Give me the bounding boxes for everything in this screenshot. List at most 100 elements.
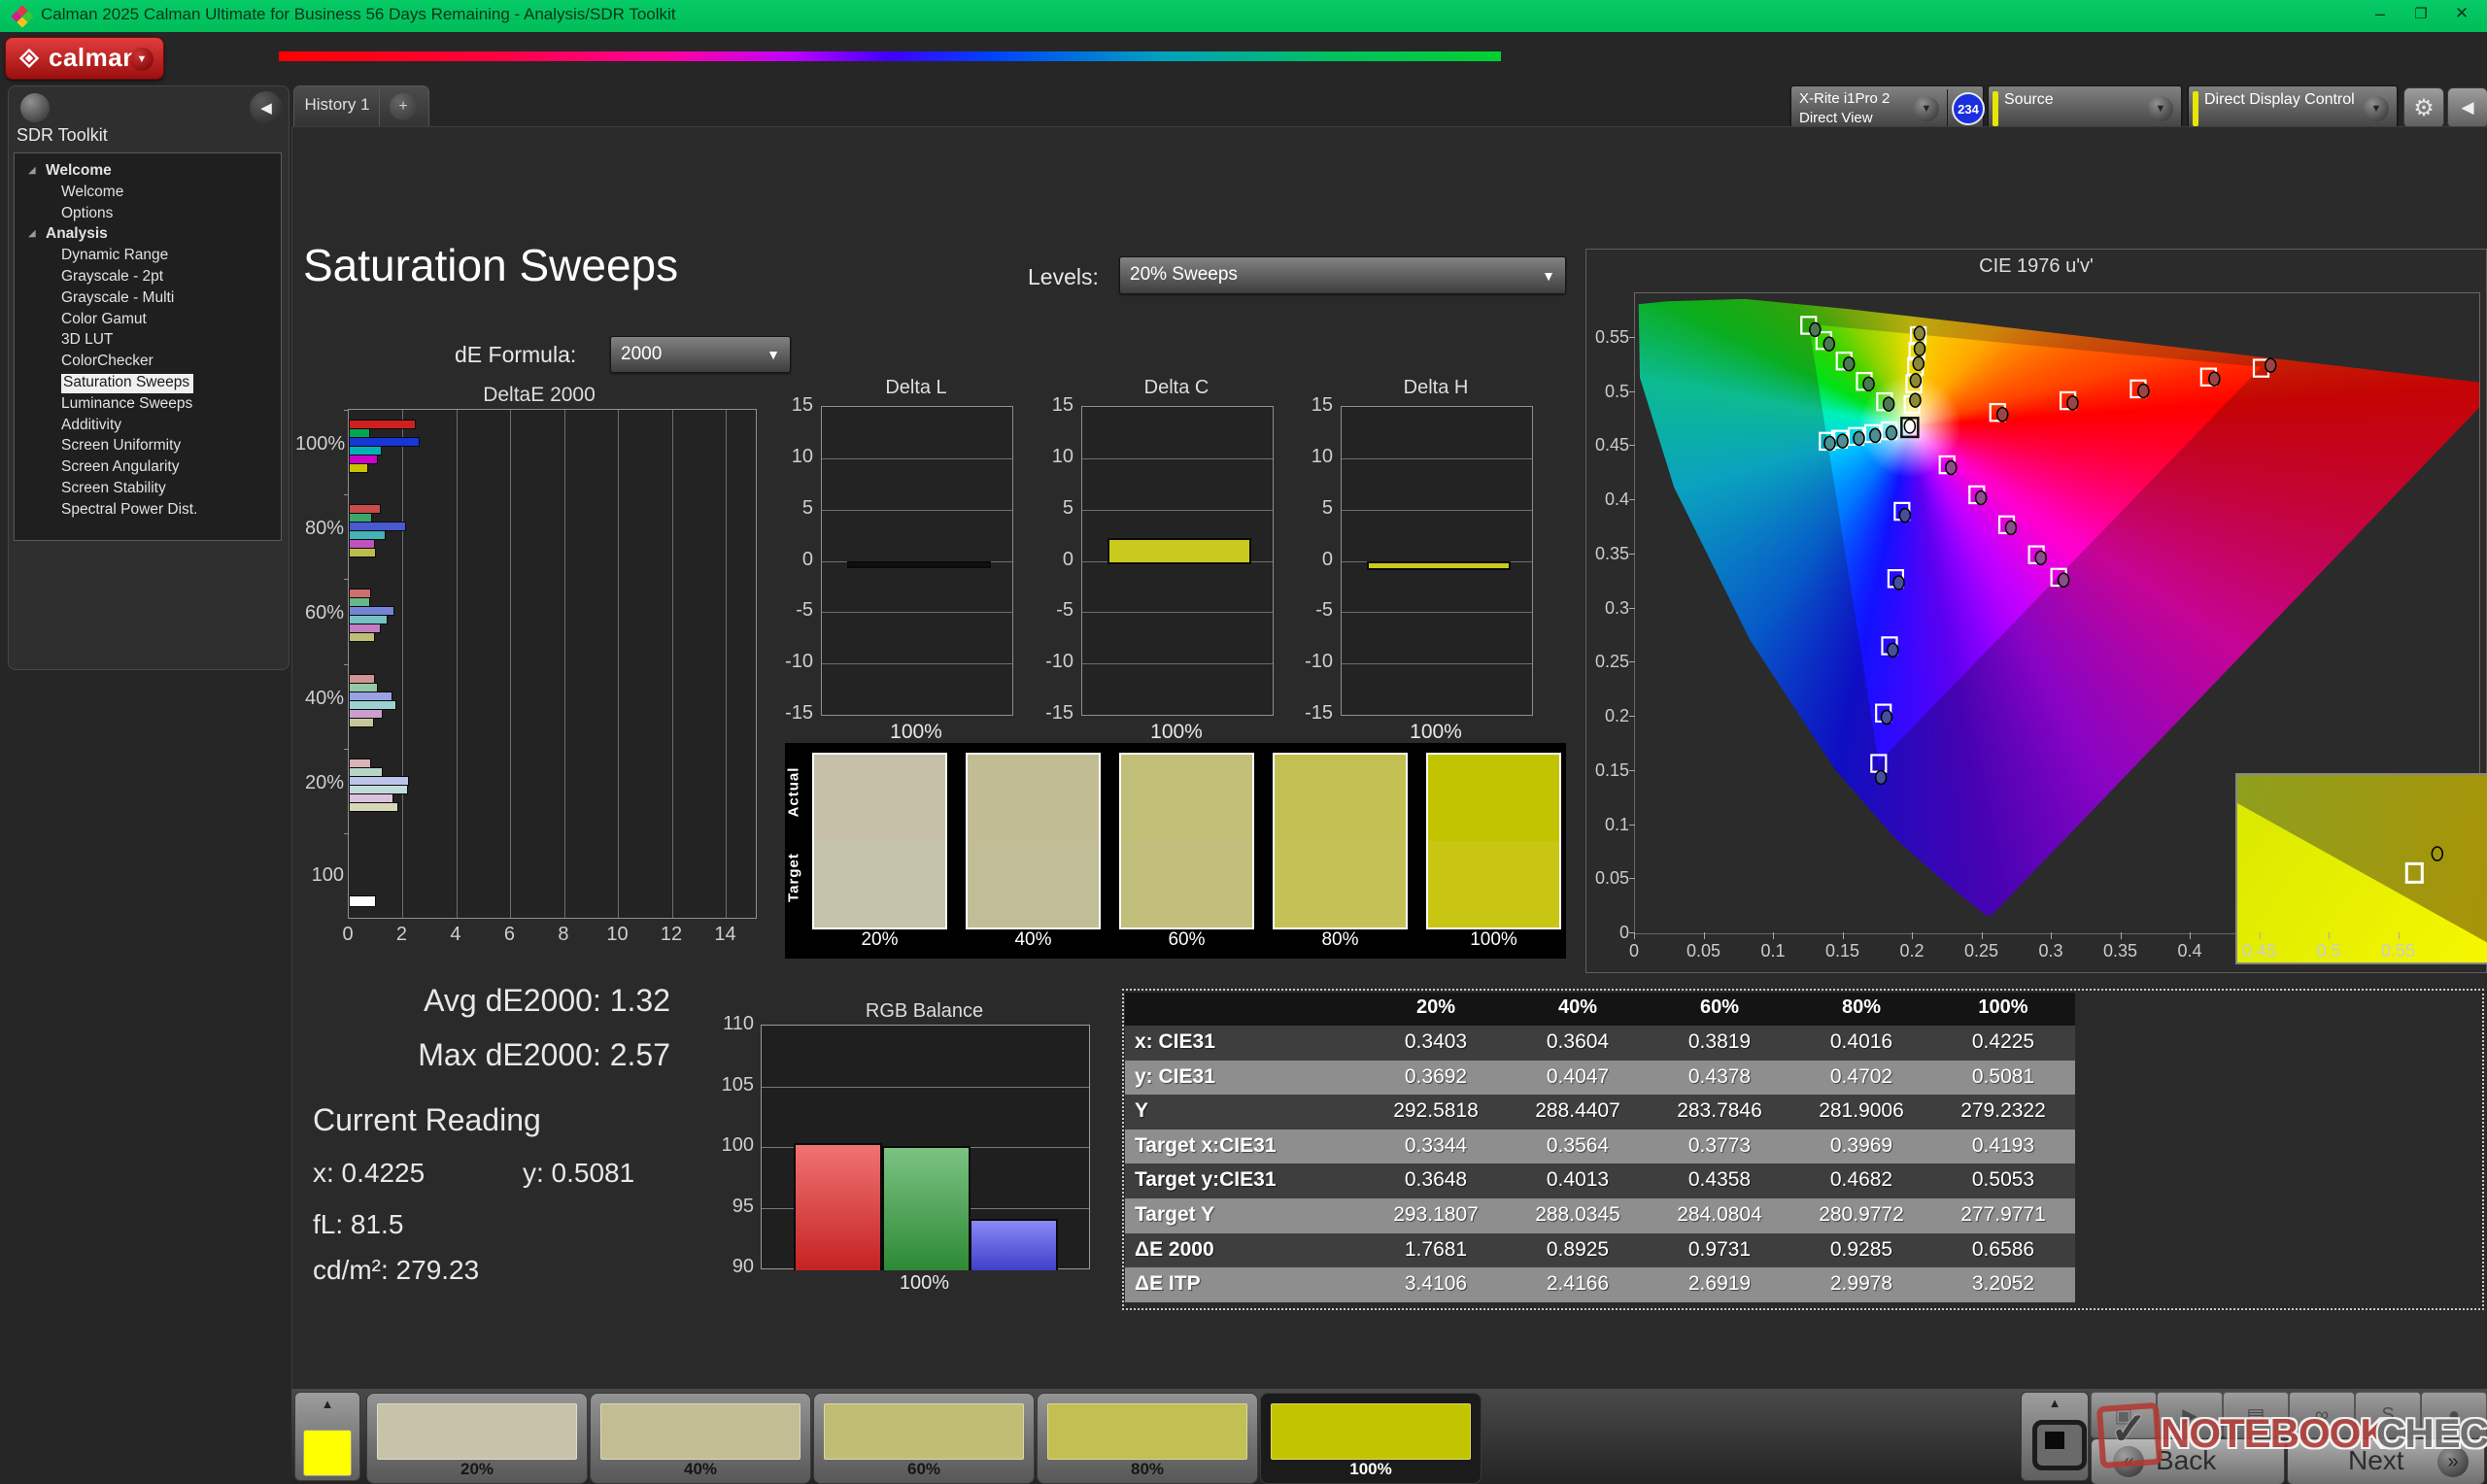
current-y: y: 0.5081 [523,1158,635,1188]
table-cell: 0.4225 [1971,1030,2035,1053]
de-formula-label: dE Formula: [455,342,577,367]
tree-item-label: Screen Uniformity [61,437,182,455]
sidebar-item-color-gamut[interactable]: Color Gamut [15,310,281,331]
sidebar-item-screen-stability[interactable]: Screen Stability [15,479,281,500]
sidebar-item-saturation-sweeps[interactable]: Saturation Sweeps [15,373,281,394]
x-tick-label: 12 [660,924,683,945]
y-tick-label: 15 [1051,394,1073,416]
cie-x-tick [2259,932,2261,939]
next-button[interactable]: Next » [2287,1438,2485,1484]
tab-history-1[interactable]: History 1 [293,85,381,127]
sidebar-item-colorchecker[interactable]: ColorChecker [15,352,281,373]
sidebar-item-welcome[interactable]: ◢ Welcome [15,161,281,183]
deltae-plot [344,409,757,919]
y-tick-label: 5 [1062,496,1073,519]
de-formula-dropdown[interactable]: 2000 ▼ [610,336,791,373]
add-tab-button[interactable]: + [379,85,429,127]
tree-item-label: Screen Angularity [61,458,180,476]
cie-y-tick [1629,932,1635,933]
sidebar-item-luminance-sweeps[interactable]: Luminance Sweeps [15,394,281,416]
sidebar-status-led [20,93,50,122]
watermark-check: CHECK [2376,1410,2487,1456]
data-table-region[interactable] [1122,989,2484,1310]
sidebar-item-additivity[interactable]: Additivity [15,416,281,437]
meter-tool-button-6[interactable]: ● [2421,1392,2487,1438]
current-reading-title: Current Reading [313,1102,541,1137]
y-tick-label: -5 [1315,599,1333,622]
sidebar-item-screen-uniformity[interactable]: Screen Uniformity [15,436,281,457]
rgb-bar-blue [970,1218,1058,1270]
calman-menu-button[interactable]: calman ▼ [5,37,164,80]
delta-bar [1367,560,1511,570]
sidebar-item-dynamic-range[interactable]: Dynamic Range [15,246,281,267]
patch-button-40%[interactable]: 40% [590,1393,811,1484]
gridline [822,612,1012,614]
tree-item-label: Saturation Sweeps [61,374,194,393]
cie-x-tick-label: 0.4 [2177,941,2202,961]
gridline [726,410,728,918]
patch-swatch [1271,1403,1471,1460]
maximize-button[interactable]: ❐ [2414,6,2428,22]
sidebar-item-3d-lut[interactable]: 3D LUT [15,330,281,352]
settings-button[interactable]: ⚙ [2403,87,2444,128]
table-row: Target y:CIE31 0.3648 0.4013 0.4358 0.4682 0.… [1125,1164,2075,1198]
cie-y-tick-label: 0.35 [1594,543,1629,563]
swatch-20% [812,753,947,929]
table-row: Target Y 293.1807 288.0345 284.0804 280.9772… [1125,1198,2075,1233]
cie-x-tick-label: 0.25 [1963,941,1999,961]
meter-tool-button-1[interactable]: ▣ [2091,1392,2157,1438]
meter-tool-button-3[interactable]: ▤ [2223,1392,2289,1438]
patch-button-60%[interactable]: 60% [813,1393,1035,1484]
y-tick-label: 5 [1321,496,1333,519]
pattern-stop-button[interactable]: ▲ [2021,1392,2089,1481]
table-col-header: 60% [1699,996,1740,1018]
cie-title: CIE 1976 u'v' [1979,255,2094,277]
tree-expand-icon[interactable]: ◢ [28,228,36,240]
meter-divider [1947,89,1948,128]
gridline [1342,457,1532,459]
x-tick-label: 14 [714,924,736,945]
meter-dropdown[interactable]: X-Rite i1Pro 2 Direct View ▼ 234 [1790,85,1985,132]
sidebar-item-spectral-power-dist-[interactable]: Spectral Power Dist. [15,500,281,522]
sidebar-item-options[interactable]: Options [15,204,281,225]
cie-x-tick-label: 0.55 [2380,941,2416,961]
meter-tool-button-4[interactable]: ∞ [2289,1392,2355,1438]
source-dropdown[interactable]: Source ▼ [1988,85,2182,132]
back-button[interactable]: « Back [2091,1438,2285,1484]
tree-expand-icon[interactable]: ◢ [28,165,36,176]
rgb-bar-red [794,1143,882,1270]
y-tick-label: -15 [785,702,813,724]
gridline [822,457,1012,459]
delta-bar [1107,538,1251,565]
table-cell: 0.3403 [1404,1030,1468,1053]
table-cell: 0.3604 [1546,1030,1610,1053]
sidebar-item-welcome[interactable]: Welcome [15,183,281,204]
bar [349,632,375,643]
sidebar-item-screen-angularity[interactable]: Screen Angularity [15,457,281,479]
gridline [563,410,565,918]
sidebar-item-grayscale-2pt[interactable]: Grayscale - 2pt [15,267,281,288]
rgb-y-tick-label: 100 [721,1134,754,1156]
sidebar-item-analysis[interactable]: ◢ Analysis [15,224,281,246]
pattern-window-button[interactable]: ▲ [294,1392,360,1481]
meter-tool-button-5[interactable]: S [2355,1392,2421,1438]
patch-button-100%[interactable]: 100% [1260,1393,1482,1484]
patch-button-20%[interactable]: 20% [366,1393,588,1484]
meter-badge[interactable]: 234 [1952,92,1985,125]
display-control-label: Direct Display Control [2204,91,2355,108]
table-cell: 0.4047 [1546,1064,1610,1088]
sidebar-item-grayscale-multi[interactable]: Grayscale - Multi [15,288,281,310]
meter-tool-button-2[interactable]: ▶ [2157,1392,2223,1438]
tree-item-label: Additivity [61,416,122,433]
levels-dropdown[interactable]: 20% Sweeps ▼ [1119,256,1566,294]
swatch-label: 100% [1470,929,1517,950]
sidebar-collapse-button[interactable]: ◀ [250,91,283,124]
x-tick-label: 10 [606,924,629,945]
swatch-label: 40% [1014,929,1052,950]
minimize-button[interactable]: – [2374,4,2385,23]
close-button[interactable]: ✕ [2454,4,2470,22]
panel-collapse-button[interactable]: ◀ [2447,87,2487,128]
display-control-dropdown[interactable]: Direct Display Control ▼ [2188,85,2398,132]
patch-button-80%[interactable]: 80% [1037,1393,1258,1484]
cie-x-tick-label: 0 [1628,941,1639,961]
